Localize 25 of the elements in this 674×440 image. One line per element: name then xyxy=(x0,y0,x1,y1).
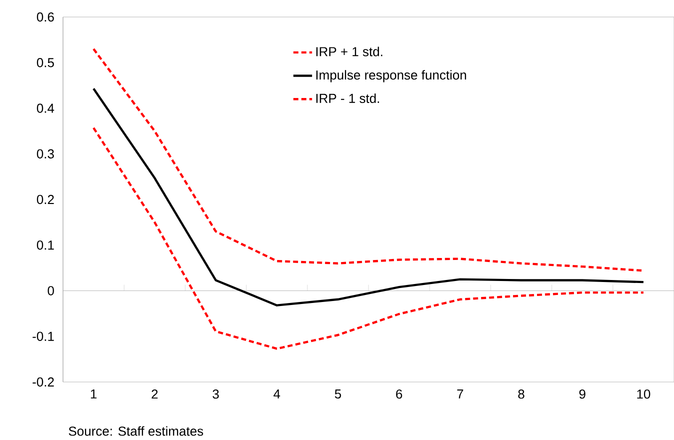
line-series xyxy=(92,88,645,306)
x-tick-label: 6 xyxy=(396,389,402,399)
x-tick-label: 10 xyxy=(637,389,650,399)
y-tick-label: 0.1 xyxy=(36,240,54,250)
legend-label: Impulse response function xyxy=(316,70,466,82)
y-tick-label: 0 xyxy=(48,286,54,296)
x-tick-label: 8 xyxy=(518,389,524,399)
x-tick-label: 5 xyxy=(334,389,342,399)
x-tick-label: 1 xyxy=(90,389,97,398)
line-series xyxy=(92,126,645,350)
x-tick-label: 9 xyxy=(579,389,586,399)
y-tick-label: 0.5 xyxy=(36,58,54,68)
legend-label: IRP - 1 std. xyxy=(316,93,379,103)
x-tick-label: 3 xyxy=(212,389,219,399)
y-tick-label: -0.2 xyxy=(32,377,54,387)
y-tick-label: 0.6 xyxy=(36,12,54,22)
y-tick-label: 0.2 xyxy=(36,194,54,204)
x-tick-label: 7 xyxy=(457,389,464,398)
x-tick-label: 4 xyxy=(274,389,280,398)
y-tick-label: 0.4 xyxy=(36,104,54,113)
source-note: Source: Staff estimates xyxy=(68,426,204,436)
x-tick-label: 2 xyxy=(152,389,158,399)
y-tick-label: -0.1 xyxy=(32,332,54,341)
y-tick-label: 0.3 xyxy=(36,149,54,158)
legend-label: IRP + 1 std. xyxy=(316,46,382,56)
